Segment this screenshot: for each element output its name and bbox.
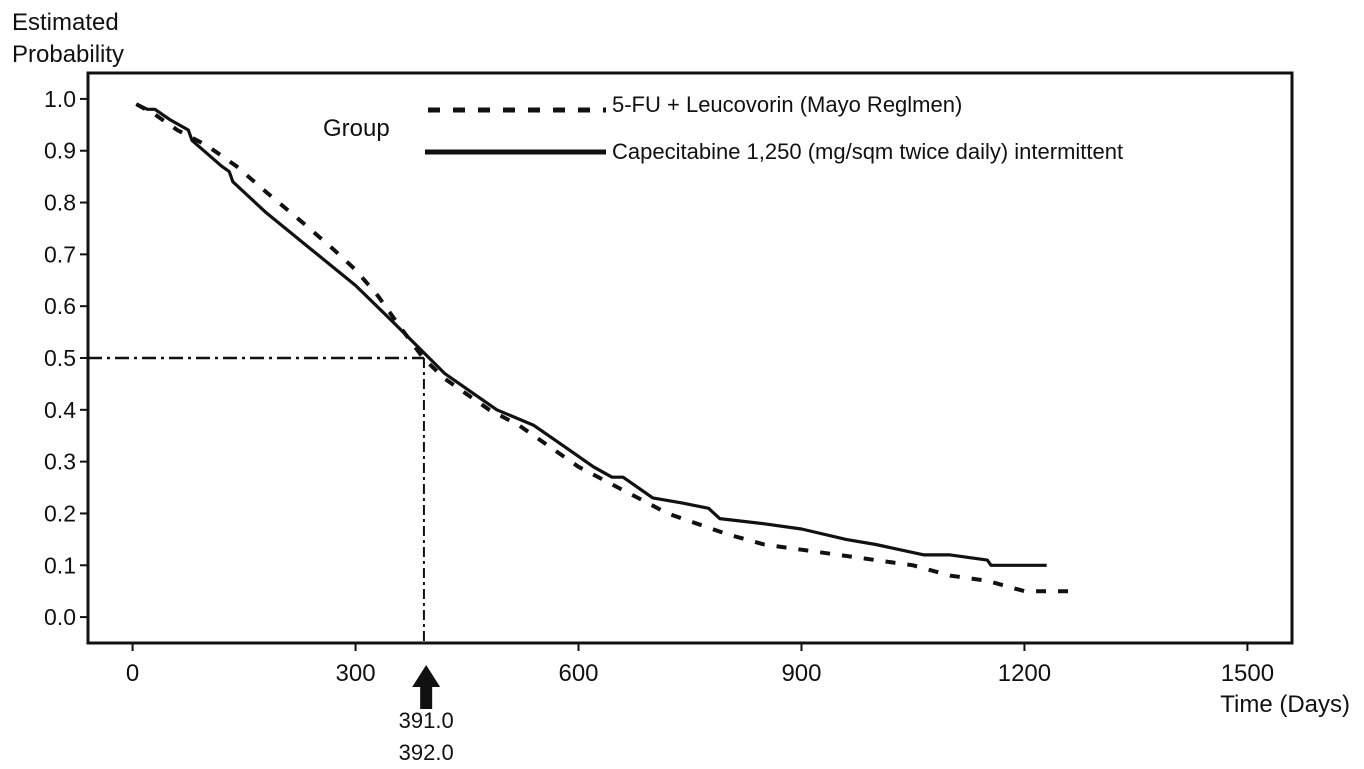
x-tick-label: 300 [336, 660, 376, 687]
x-tick-label: 0 [126, 660, 139, 687]
y-tick-label: 0.8 [44, 190, 76, 216]
x-tick-label: 1500 [1221, 660, 1274, 687]
y-tick-label: 1.0 [44, 86, 76, 112]
y-tick-label: 0.7 [44, 241, 76, 267]
y-tick-label: 0.2 [44, 500, 76, 526]
legend-label-capecitabine: Capecitabine 1,250 (mg/sqm twice daily) … [612, 139, 1123, 164]
legend: Group 5-FU + Leucovorin (Mayo Reglmen) C… [323, 92, 1123, 164]
median-arrow-icon [412, 665, 441, 709]
legend-title: Group [323, 115, 390, 142]
x-axis-label: Time (Days) [1220, 691, 1350, 718]
y-axis-ticks: 0.0 0.1 0.2 0.3 0.4 0.5 0.6 0.7 0.8 0.9 1.0 [44, 86, 88, 630]
y-tick-label: 0.5 [44, 345, 76, 371]
y-tick-label: 0.3 [44, 449, 76, 475]
y-axis-label-line2: Probability [12, 41, 124, 68]
y-tick-label: 0.6 [44, 293, 76, 319]
x-axis-ticks: 0 300 600 900 1200 1500 [126, 643, 1274, 687]
series-line-capecitabine [135, 102, 1047, 567]
y-tick-label: 0.0 [44, 604, 76, 630]
median-label-5fu: 391.0 [399, 708, 454, 733]
legend-label-5fu: 5-FU + Leucovorin (Mayo Reglmen) [612, 92, 962, 117]
y-tick-label: 0.4 [44, 397, 76, 423]
x-tick-label: 1200 [998, 660, 1051, 687]
median-label-capecitabine: 392.0 [399, 740, 454, 765]
y-tick-label: 0.1 [44, 552, 76, 578]
x-tick-label: 600 [558, 660, 598, 687]
x-tick-label: 900 [781, 660, 821, 687]
series-layer [135, 102, 1069, 594]
y-axis-label-line1: Estimated [12, 9, 119, 36]
y-tick-label: 0.9 [44, 138, 76, 164]
series-line-5fu [135, 102, 1069, 594]
